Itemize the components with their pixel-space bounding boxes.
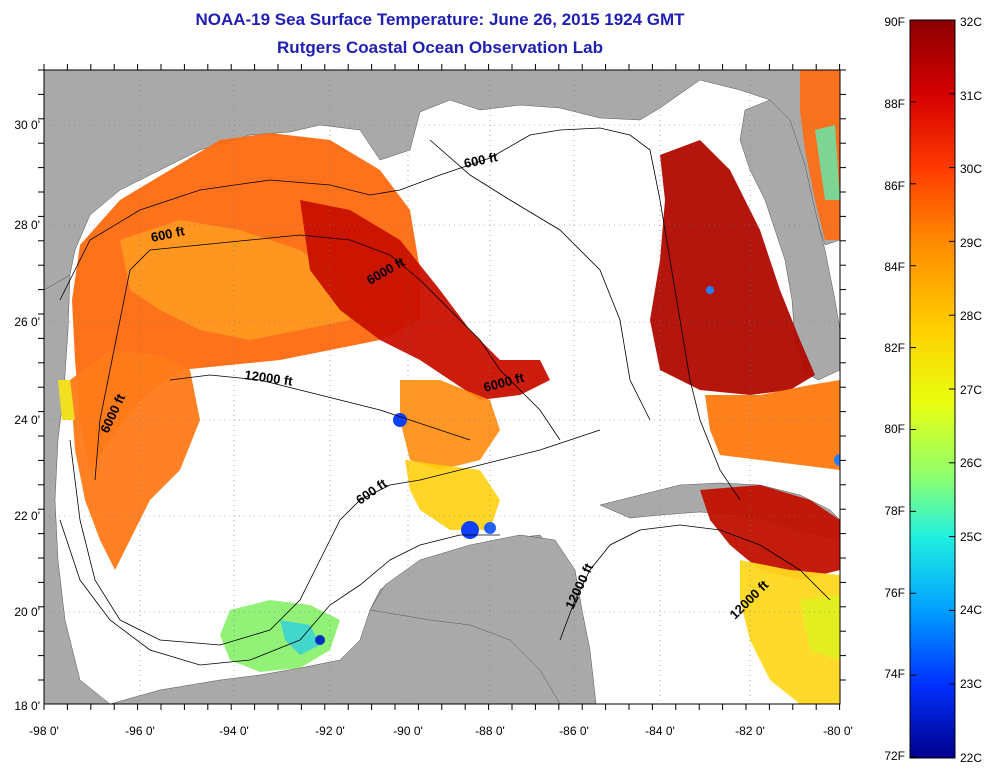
contour-label: 600 ft <box>150 223 187 245</box>
axis-ticks <box>38 64 846 710</box>
lon-label: -80 0' <box>823 724 853 738</box>
lat-labels: 30 0' 28 0' 26 0' 24 0' 22 0' 20 0' 18 0… <box>14 118 40 713</box>
contour-600ft <box>59 127 741 501</box>
colorbar-c-label: 22C <box>960 751 982 765</box>
colorbar-c-label: 32C <box>960 15 982 29</box>
lat-label: 30 0' <box>14 118 40 132</box>
colorbar-f-label: 80F <box>884 422 905 436</box>
map-title: NOAA-19 Sea Surface Temperature: June 26… <box>195 10 685 29</box>
lon-label: -82 0' <box>735 724 765 738</box>
lon-label: -94 0' <box>219 724 249 738</box>
colorbar-c-label: 25C <box>960 530 982 544</box>
map-subtitle: Rutgers Coastal Ocean Observation Lab <box>277 38 603 57</box>
contour-label: 12000 ft <box>244 367 295 389</box>
lon-labels: -98 0' -96 0' -94 0' -92 0' -90 0' -88 0… <box>29 724 853 738</box>
colorbar-c-label: 23C <box>960 677 982 691</box>
lon-label: -88 0' <box>475 724 505 738</box>
lat-lon-grid <box>44 70 840 704</box>
contour-12000ft <box>169 374 471 441</box>
lon-label: -84 0' <box>645 724 675 738</box>
sst-region-central-hot <box>300 200 550 400</box>
land-yucatan <box>369 534 597 704</box>
colorbar-c-label: 29C <box>960 236 982 250</box>
sst-region-straits <box>705 380 840 470</box>
sst-region-campeche <box>220 600 340 672</box>
colorbar-f-label: 82F <box>884 341 905 355</box>
colorbar-f-label: 76F <box>884 586 905 600</box>
contour-12000ft-b <box>559 524 831 641</box>
colorbar-c-label: 31C <box>960 89 982 103</box>
colorbar-gradient <box>909 19 956 759</box>
sst-region-north-orange <box>120 220 350 340</box>
sst-data <box>58 70 840 704</box>
lon-label: -98 0' <box>29 724 59 738</box>
sst-region-caribbean <box>700 485 840 580</box>
lon-label: -92 0' <box>315 724 345 738</box>
colorbar-celsius-labels: 32C 31C 30C 29C 28C 27C 26C 25C 24C 23C … <box>960 15 982 765</box>
sst-region-loop <box>400 380 500 470</box>
colorbar-f-label: 86F <box>884 179 905 193</box>
colorbar-c-label: 27C <box>960 383 982 397</box>
colorbar-f-label: 84F <box>884 260 905 274</box>
lat-label: 20 0' <box>14 605 40 619</box>
lat-label: 24 0' <box>14 413 40 427</box>
colorbar-c-label: 24C <box>960 603 982 617</box>
sst-region-west-yellow <box>58 380 75 420</box>
lon-label: -86 0' <box>559 724 589 738</box>
colorbar-f-label: 74F <box>884 667 905 681</box>
lat-label: 28 0' <box>14 218 40 232</box>
colorbar-c-label: 26C <box>960 456 982 470</box>
colorbar-f-label: 72F <box>884 749 905 763</box>
lon-label: -96 0' <box>125 724 155 738</box>
contour-label: 600 ft <box>463 149 500 171</box>
lat-label: 26 0' <box>14 315 40 329</box>
contour-600ft-south <box>59 519 500 666</box>
bathymetry-contours <box>59 127 831 666</box>
colorbar-f-label: 88F <box>884 97 905 111</box>
sst-region-florida-shelf <box>650 140 815 395</box>
lat-label: 18 0' <box>14 699 40 713</box>
colorbar-f-label: 90F <box>884 15 905 29</box>
sst-region-west-band <box>70 350 200 570</box>
colorbar: 90F 88F 86F 84F 82F 80F 78F 76F 74F 72F … <box>884 15 982 765</box>
lon-label: -90 0' <box>393 724 423 738</box>
colorbar-fahrenheit-labels: 90F 88F 86F 84F 82F 80F 78F 76F 74F 72F <box>884 15 905 763</box>
contour-6000ft <box>94 234 561 481</box>
lat-label: 22 0' <box>14 509 40 523</box>
colorbar-c-label: 30C <box>960 162 982 176</box>
sst-region-caribbean-yellow <box>740 560 840 704</box>
colorbar-f-label: 78F <box>884 504 905 518</box>
colorbar-c-label: 28C <box>960 309 982 323</box>
